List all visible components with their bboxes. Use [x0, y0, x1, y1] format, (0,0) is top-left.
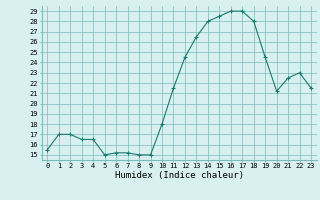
- X-axis label: Humidex (Indice chaleur): Humidex (Indice chaleur): [115, 171, 244, 180]
